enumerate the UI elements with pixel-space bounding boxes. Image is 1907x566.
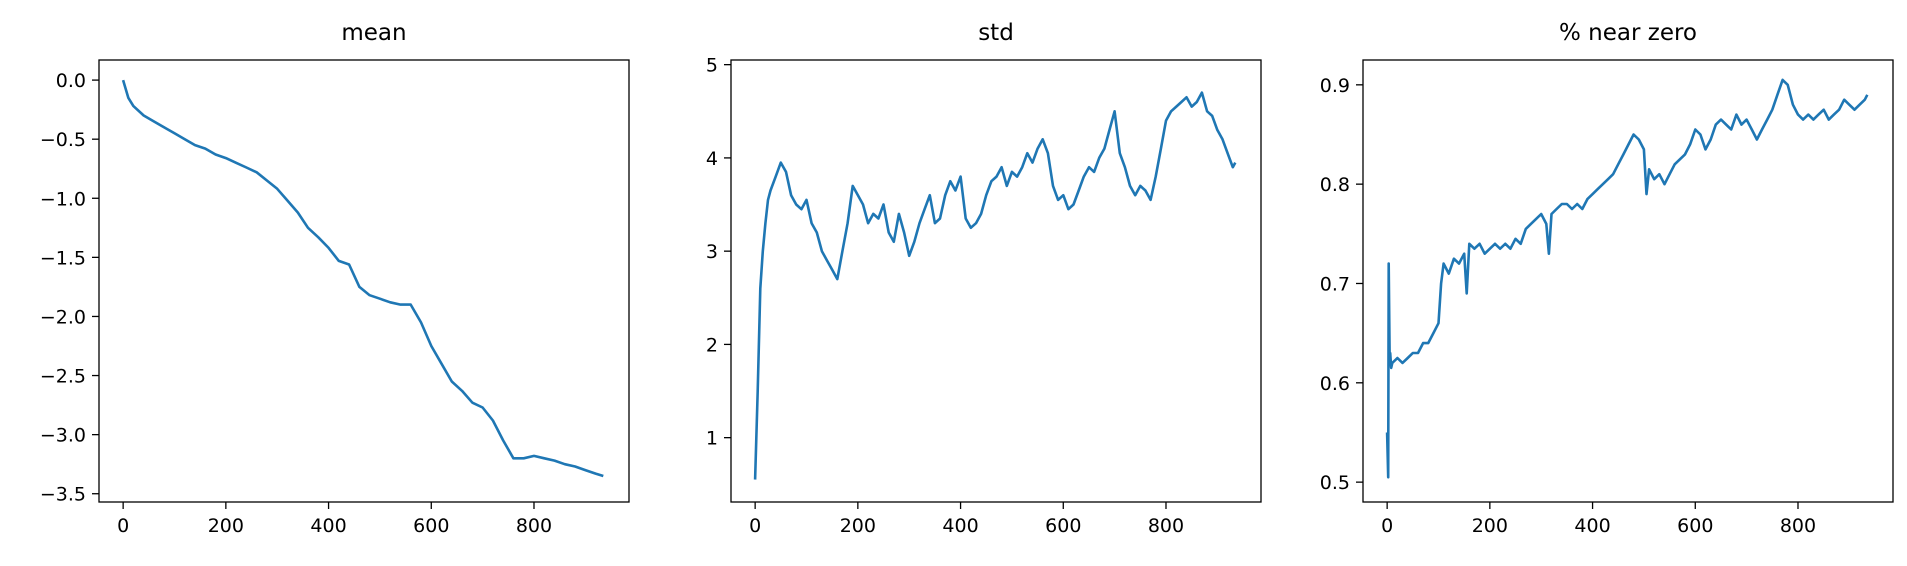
axes-frame	[730, 59, 1262, 503]
axes-frame	[1362, 59, 1894, 503]
y-tick-label: 0.5	[1320, 472, 1350, 494]
chart-panel-mean: mean 0 200 400 600 800 0.0 −0.5 −1.0 −1.5 −2.0 −2.…	[40, 20, 630, 537]
y-tick-label: 2	[706, 334, 718, 356]
x-tick-label: 800	[1780, 515, 1816, 537]
plot-area: 0 200 400 600 800 0.5 0.6 0.7 0.8 0.9	[1320, 75, 1869, 537]
x-tick-label: 400	[310, 515, 346, 537]
y-tick-label: −1.0	[40, 188, 86, 210]
x-tick-label: 0	[1381, 515, 1393, 537]
x-tick-label: 200	[1472, 515, 1508, 537]
plot-area: 0 200 400 600 800 0.0 −0.5 −1.0 −1.5 −2.0 −2.5 −3.0…	[40, 70, 604, 537]
x-tick-label: 0	[749, 515, 761, 537]
y-tick-label: −2.5	[40, 366, 86, 388]
x-tick-label: 200	[208, 515, 244, 537]
x-tick-label: 400	[1574, 515, 1610, 537]
axes-frame	[98, 59, 630, 503]
y-tick-label: −3.5	[40, 484, 86, 506]
y-tick-label: 0.8	[1320, 174, 1350, 196]
chart-panel-near-zero: % near zero 0 200 400 600 800 0.5 0.6 0.7 0.8 0.9	[1320, 20, 1894, 537]
y-tick-label: −0.5	[40, 129, 86, 151]
x-tick-label: 800	[516, 515, 552, 537]
x-tick-label: 600	[1045, 515, 1081, 537]
y-tick-label: −2.0	[40, 306, 86, 328]
x-tick-label: 200	[840, 515, 876, 537]
y-tick-label: 1	[706, 428, 718, 450]
y-tick-label: 4	[706, 148, 718, 170]
y-tick-label: 0.6	[1320, 373, 1350, 395]
y-tick-label: −3.0	[40, 425, 86, 447]
x-tick-label: 800	[1148, 515, 1184, 537]
x-tick-label: 600	[1677, 515, 1713, 537]
y-tick-label: −1.5	[40, 247, 86, 269]
y-tick-label: 5	[706, 55, 718, 77]
x-tick-label: 0	[117, 515, 129, 537]
series-line	[121, 79, 604, 478]
series-line	[1385, 78, 1869, 479]
x-tick-label: 400	[942, 515, 978, 537]
chart-title: mean	[341, 20, 406, 46]
x-tick-label: 600	[413, 515, 449, 537]
y-tick-label: 0.7	[1320, 273, 1350, 295]
chart-title: std	[978, 20, 1014, 46]
chart-title: % near zero	[1559, 20, 1697, 46]
y-tick-label: 0.0	[56, 70, 86, 92]
y-tick-label: 3	[706, 241, 718, 263]
plot-area: 0 200 400 600 800 1 2 3 4 5	[706, 55, 1237, 537]
chart-panel-std: std 0 200 400 600 800 1 2 3 4 5	[706, 20, 1262, 537]
series-line	[753, 91, 1237, 480]
y-tick-label: 0.9	[1320, 75, 1350, 97]
